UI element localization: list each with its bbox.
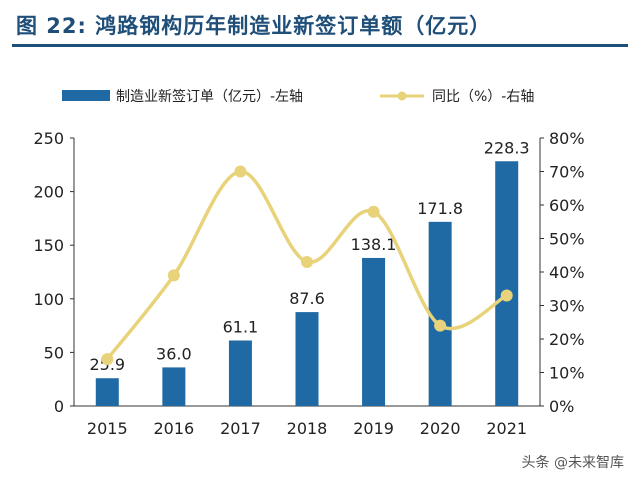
- x-tick-label: 2020: [420, 419, 461, 438]
- bar-2019: [362, 257, 386, 406]
- x-tick-label: 2015: [87, 419, 128, 438]
- x-tick-label: 2016: [153, 419, 194, 438]
- y-left-tick-label: 250: [33, 129, 64, 148]
- x-tick-label: 2018: [287, 419, 328, 438]
- bar-2020: [428, 221, 452, 406]
- bar-2017: [228, 340, 252, 406]
- legend-line-label: 同比（%）-右轴: [432, 89, 534, 105]
- y-right-tick-label: 30%: [549, 297, 585, 316]
- yoy-point-2021: [500, 289, 513, 302]
- bar-value-label: 138.1: [351, 235, 397, 254]
- yoy-point-2016: [167, 269, 180, 282]
- y-right-tick-label: 80%: [549, 129, 585, 148]
- y-right-tick-label: 20%: [549, 330, 585, 349]
- bar-value-label: 36.0: [156, 344, 192, 363]
- watermark: 头条 @未来智库: [521, 455, 624, 471]
- yoy-point-2019: [367, 205, 380, 218]
- bar-2015: [95, 378, 119, 406]
- x-tick-label: 2021: [486, 419, 527, 438]
- bar-value-label: 171.8: [417, 199, 463, 218]
- legend-bar-swatch: [62, 90, 110, 101]
- bar-value-label: 87.6: [289, 289, 325, 308]
- bar-value-label: 61.1: [223, 318, 259, 337]
- y-left-tick-label: 100: [33, 290, 64, 309]
- y-left-tick-label: 50: [44, 343, 64, 362]
- legend-bar-label: 制造业新签订单（亿元）-左轴: [116, 88, 303, 105]
- bar-2021: [495, 161, 519, 406]
- y-left-tick-label: 200: [33, 183, 64, 202]
- y-right-tick-label: 0%: [549, 397, 574, 416]
- y-right-tick-label: 50%: [549, 230, 585, 249]
- y-left-tick-label: 0: [54, 397, 64, 416]
- legend-line-marker: [397, 91, 407, 101]
- bar-2018: [295, 312, 319, 406]
- y-left-tick-label: 150: [33, 236, 64, 255]
- bar-value-label: 228.3: [484, 138, 530, 157]
- yoy-point-2015: [101, 353, 114, 366]
- yoy-point-2017: [234, 165, 247, 178]
- figure-title: 图 22: 鸿路钢构历年制造业新签订单额（亿元）: [16, 14, 492, 38]
- bar-2016: [162, 367, 186, 406]
- y-right-tick-label: 70%: [549, 163, 585, 182]
- x-tick-label: 2019: [353, 419, 394, 438]
- yoy-point-2018: [301, 255, 313, 268]
- y-right-tick-label: 60%: [549, 196, 585, 215]
- y-right-tick-label: 40%: [549, 263, 585, 282]
- y-right-tick-label: 10%: [549, 364, 585, 383]
- title-underline: [12, 44, 628, 47]
- x-tick-label: 2017: [220, 419, 261, 438]
- figure-title-row: 图 22: 鸿路钢构历年制造业新签订单额（亿元）: [0, 0, 640, 47]
- yoy-point-2020: [434, 319, 447, 332]
